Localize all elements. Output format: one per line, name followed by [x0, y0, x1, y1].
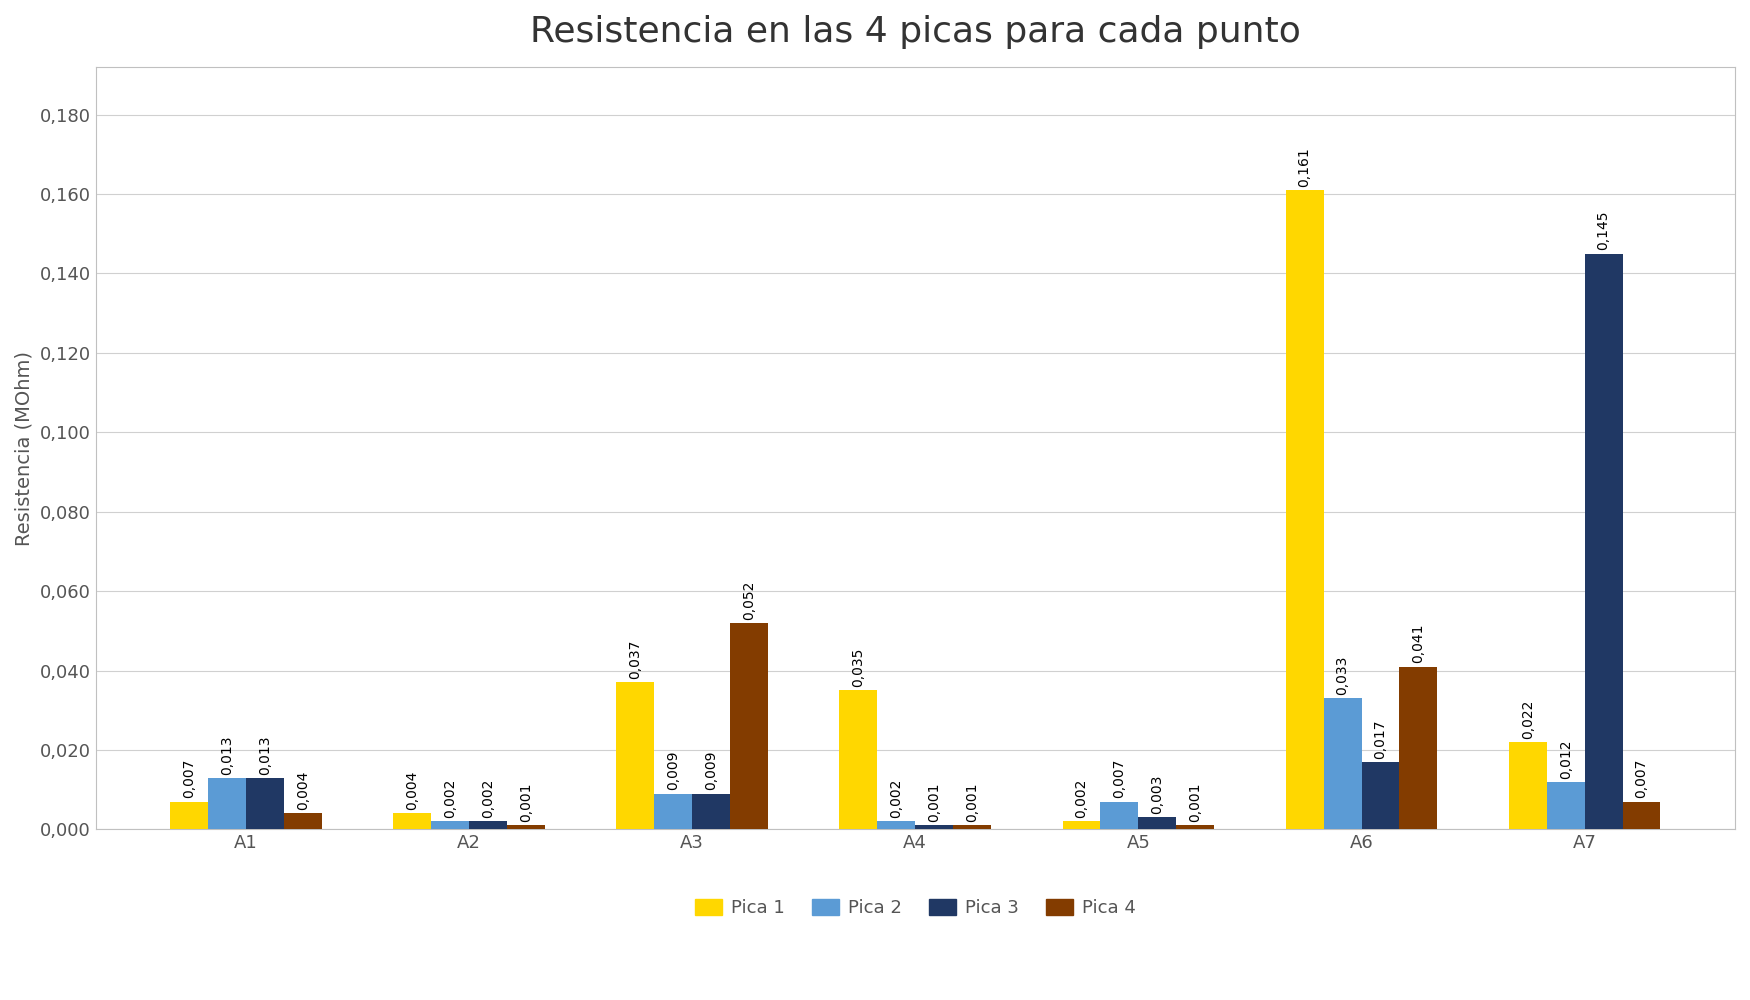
Text: 0,052: 0,052 — [742, 580, 756, 620]
Text: 0,035: 0,035 — [852, 648, 866, 687]
Bar — [1362, 762, 1400, 829]
Text: 0,013: 0,013 — [257, 735, 271, 775]
Bar — [1400, 667, 1437, 829]
Title: Resistencia en las 4 picas para cada punto: Resistencia en las 4 picas para cada pun… — [530, 15, 1300, 49]
Text: 0,007: 0,007 — [182, 759, 196, 798]
Text: 0,002: 0,002 — [1074, 779, 1088, 818]
Text: 0,001: 0,001 — [966, 783, 980, 822]
Text: 0,001: 0,001 — [520, 783, 534, 822]
Text: 0,037: 0,037 — [628, 640, 642, 679]
Bar — [430, 821, 469, 829]
Bar — [1508, 742, 1547, 829]
Bar — [1584, 254, 1622, 829]
Y-axis label: Resistencia (MOhm): Resistencia (MOhm) — [16, 351, 33, 546]
Text: 0,033: 0,033 — [1335, 656, 1349, 695]
Bar — [915, 825, 954, 829]
Text: 0,007: 0,007 — [1634, 759, 1648, 798]
Bar — [1547, 782, 1584, 829]
Bar — [1101, 802, 1139, 829]
Bar — [170, 802, 208, 829]
Bar — [394, 813, 430, 829]
Text: 0,009: 0,009 — [704, 751, 717, 790]
Text: 0,022: 0,022 — [1521, 699, 1535, 739]
Bar — [208, 778, 247, 829]
Bar — [247, 778, 284, 829]
Text: 0,004: 0,004 — [406, 771, 420, 810]
Bar — [730, 623, 768, 829]
Text: 0,012: 0,012 — [1559, 739, 1573, 779]
Bar — [954, 825, 990, 829]
Bar — [616, 682, 654, 829]
Bar — [1323, 698, 1362, 829]
Bar — [284, 813, 322, 829]
Bar — [469, 821, 507, 829]
Text: 0,145: 0,145 — [1596, 211, 1610, 250]
Text: 0,001: 0,001 — [1188, 783, 1202, 822]
Text: 0,002: 0,002 — [481, 779, 495, 818]
Bar — [1622, 802, 1661, 829]
Bar — [840, 690, 877, 829]
Bar — [1062, 821, 1101, 829]
Bar — [877, 821, 915, 829]
Text: 0,017: 0,017 — [1374, 719, 1388, 759]
Text: 0,009: 0,009 — [667, 751, 681, 790]
Text: 0,001: 0,001 — [928, 783, 942, 822]
Bar — [654, 794, 693, 829]
Legend: Pica 1, Pica 2, Pica 3, Pica 4: Pica 1, Pica 2, Pica 3, Pica 4 — [688, 892, 1143, 924]
Text: 0,002: 0,002 — [889, 779, 903, 818]
Text: 0,007: 0,007 — [1113, 759, 1127, 798]
Text: 0,003: 0,003 — [1150, 775, 1164, 814]
Bar — [507, 825, 544, 829]
Bar — [1286, 190, 1323, 829]
Text: 0,161: 0,161 — [1297, 147, 1311, 187]
Bar — [1139, 817, 1176, 829]
Text: 0,041: 0,041 — [1412, 624, 1426, 663]
Text: 0,002: 0,002 — [443, 779, 457, 818]
Bar — [693, 794, 730, 829]
Text: 0,013: 0,013 — [220, 735, 234, 775]
Bar — [1176, 825, 1214, 829]
Text: 0,004: 0,004 — [296, 771, 310, 810]
